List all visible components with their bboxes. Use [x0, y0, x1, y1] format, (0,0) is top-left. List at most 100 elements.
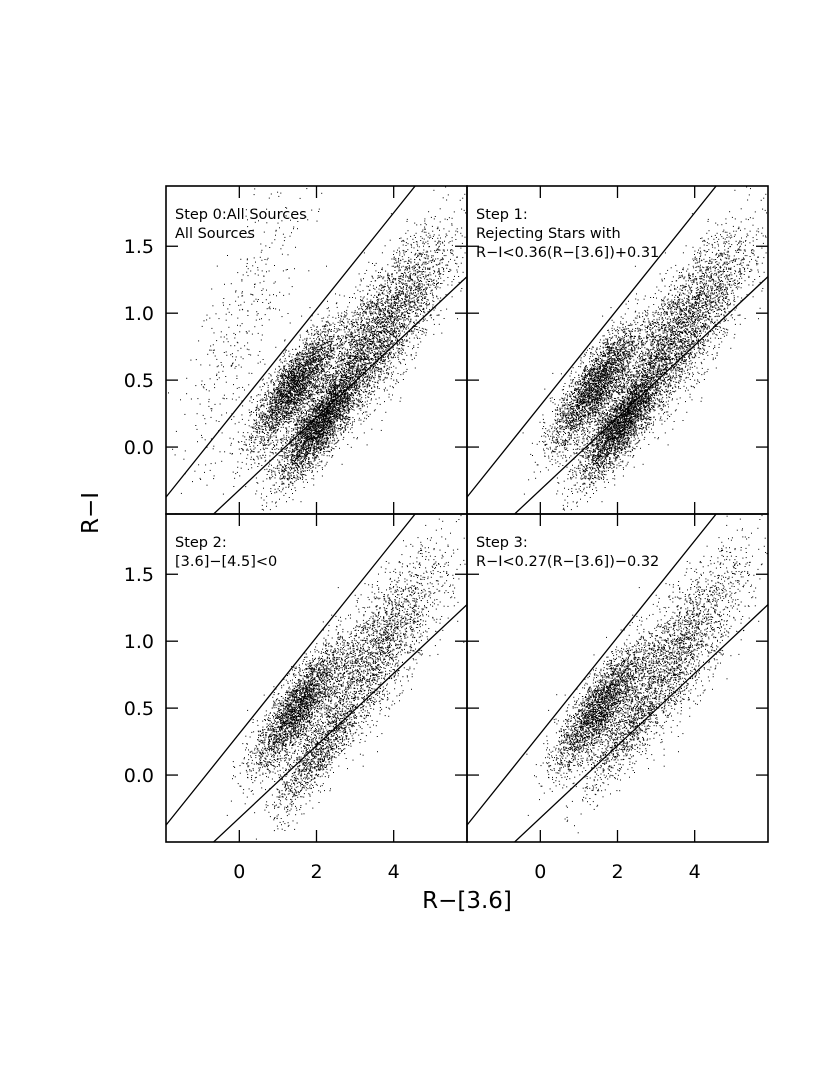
- scatter-point: [300, 359, 302, 361]
- scatter-point: [256, 455, 258, 457]
- scatter-point: [348, 370, 350, 372]
- scatter-point: [321, 364, 322, 366]
- scatter-point: [290, 375, 292, 377]
- scatter-point: [296, 359, 298, 361]
- scatter-point: [332, 350, 334, 352]
- scatter-point: [282, 389, 284, 391]
- scatter-point: [299, 456, 301, 458]
- scatter-point: [280, 361, 282, 363]
- scatter-point: [338, 417, 340, 419]
- scatter-point: [341, 426, 343, 428]
- scatter-point: [286, 403, 288, 405]
- scatter-point: [266, 436, 268, 438]
- scatter-point: [322, 368, 324, 369]
- scatter-point: [310, 434, 312, 436]
- scatter-point: [302, 397, 304, 399]
- scatter-point: [324, 331, 326, 333]
- scatter-point: [314, 352, 316, 354]
- scatter-point: [299, 446, 301, 448]
- scatter-point: [328, 344, 330, 346]
- scatter-point: [371, 342, 373, 344]
- scatter-point: [267, 432, 269, 434]
- scatter-point: [284, 468, 286, 470]
- scatter-point: [327, 438, 329, 440]
- scatter-point: [312, 359, 314, 361]
- scatter-point: [294, 409, 296, 411]
- scatter-point: [222, 493, 224, 495]
- scatter-point: [280, 491, 282, 493]
- scatter-point: [290, 394, 292, 396]
- scatter-point: [316, 363, 318, 365]
- scatter-point: [285, 405, 287, 407]
- scatter-point: [309, 343, 310, 345]
- scatter-point: [309, 405, 311, 407]
- scatter-point: [250, 464, 252, 466]
- scatter-point: [258, 427, 259, 428]
- scatter-point: [307, 418, 309, 420]
- scatter-point: [286, 455, 288, 456]
- scatter-point: [300, 409, 302, 411]
- scatter-point: [286, 386, 287, 388]
- scatter-point: [348, 334, 349, 336]
- scatter-point: [262, 419, 264, 421]
- scatter-point: [308, 374, 310, 376]
- scatter-point: [285, 402, 287, 404]
- scatter-point: [249, 436, 251, 438]
- scatter-point: [284, 394, 286, 396]
- scatter-point: [271, 464, 272, 466]
- scatter-point: [287, 408, 289, 410]
- scatter-point: [308, 358, 310, 360]
- scatter-point: [284, 351, 286, 353]
- scatter-point: [284, 349, 286, 351]
- scatter-point: [323, 350, 325, 352]
- scatter-point: [334, 328, 336, 329]
- scatter-point: [311, 370, 313, 372]
- scatter-point: [340, 318, 342, 320]
- scatter-point: [349, 359, 351, 361]
- scatter-point: [370, 370, 372, 372]
- scatter-point: [281, 374, 283, 376]
- scatter-point: [301, 373, 303, 375]
- scatter-point: [274, 484, 275, 486]
- scatter-point: [326, 410, 327, 412]
- scatter-point: [337, 372, 338, 374]
- scatter-point: [323, 428, 325, 430]
- scatter-point: [285, 380, 287, 382]
- scatter-point: [311, 411, 313, 413]
- scatter-point: [298, 392, 300, 394]
- scatter-point: [303, 406, 305, 408]
- scatter-point: [317, 330, 319, 332]
- scatter-point: [297, 402, 299, 403]
- scatter-point: [322, 426, 324, 428]
- scatter-point: [314, 422, 315, 424]
- scatter-point: [302, 432, 304, 434]
- scatter-point: [288, 464, 290, 466]
- scatter-point: [301, 383, 303, 385]
- scatter-point: [288, 365, 290, 367]
- scatter-point: [337, 337, 339, 339]
- scatter-point: [290, 411, 292, 413]
- scatter-point: [312, 355, 313, 357]
- scatter-point: [257, 456, 259, 458]
- scatter-point: [303, 432, 305, 434]
- scatter-point: [281, 478, 282, 480]
- scatter-point: [293, 363, 295, 365]
- scatter-point: [340, 432, 342, 434]
- scatter-point: [358, 369, 360, 371]
- scatter-point: [333, 407, 335, 409]
- scatter-point: [261, 400, 263, 402]
- scatter-point: [335, 344, 337, 346]
- scatter-point: [302, 369, 304, 371]
- scatter-point: [313, 406, 315, 408]
- scatter-point: [250, 448, 252, 450]
- scatter-point: [328, 403, 330, 405]
- scatter-point: [259, 386, 261, 388]
- scatter-point: [286, 421, 287, 423]
- scatter-point: [290, 388, 292, 390]
- scatter-point: [253, 448, 255, 450]
- scatter-point: [321, 421, 323, 423]
- scatter-point: [277, 371, 279, 373]
- scatter-point: [282, 426, 284, 428]
- scatter-point: [273, 384, 274, 386]
- scatter-point: [288, 415, 290, 416]
